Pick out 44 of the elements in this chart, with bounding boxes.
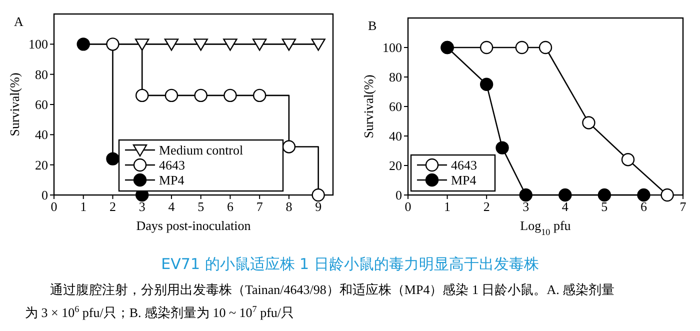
- x-tick-label: 8: [286, 199, 292, 214]
- x-tick-label: 2: [483, 199, 490, 214]
- x-tick-label: 1: [80, 199, 87, 214]
- legend-label: 4643: [451, 158, 477, 172]
- x-tick-label: 0: [404, 199, 412, 214]
- text: EV71 的小鼠适应株 1 日龄小鼠的毒力明显高于出发毒株: [161, 255, 539, 273]
- x-tick-label: 0: [50, 199, 58, 214]
- x-tick-label: 4: [168, 199, 176, 214]
- legend-label: 4643: [159, 158, 185, 172]
- y-tick-label: 60: [35, 97, 48, 112]
- legend-label: MP4: [159, 172, 185, 188]
- x-tick-label: 2: [109, 199, 116, 214]
- y-tick-label: 80: [35, 66, 48, 82]
- x-tick-label: 1: [444, 199, 451, 214]
- y-tick-label: 100: [382, 40, 402, 55]
- legend-label: MP4: [451, 172, 477, 188]
- x-tick-label: 5: [601, 199, 608, 214]
- y-tick-label: 80: [389, 70, 402, 84]
- x-tick-label: 7: [680, 199, 687, 214]
- y-tick-label: 20: [35, 157, 48, 172]
- y-tick-label: 0: [396, 188, 402, 202]
- x-axis-title: Log$_{10}$ pfu: [520, 218, 572, 237]
- y-axis-title: Survival(%): [361, 74, 376, 138]
- y-tick-label: 40: [35, 127, 48, 142]
- x-tick-label: 5: [198, 199, 204, 214]
- x-tick-label: 9: [315, 199, 322, 214]
- chart-title: B: [368, 18, 377, 33]
- x-tick-label: 4: [562, 199, 569, 214]
- x-tick-label: 6: [226, 199, 234, 214]
- x-tick-label: 7: [256, 199, 264, 214]
- y-tick-label: 0: [42, 188, 48, 202]
- y-axis-title: Survival(%): [7, 72, 22, 136]
- legend-label: Medium control: [159, 142, 244, 158]
- y-tick-label: 40: [389, 128, 402, 144]
- chart-title: A: [14, 14, 24, 29]
- x-axis-title: Days post-inoculation: [136, 218, 252, 233]
- y-tick-label: 100: [28, 36, 48, 52]
- x-tick-label: 3: [138, 199, 146, 214]
- text: 通过腹腔注射，分别用出发毒株（Tainan/4643/98）和适应株（MP4）感染 1 日龄小鼠。A. 感染剂量: [50, 282, 615, 297]
- y-tick-label: 60: [389, 99, 402, 114]
- x-tick-label: 3: [522, 199, 530, 214]
- y-tick-label: 20: [389, 158, 402, 173]
- text: 为 3 × 10$^{6}$ pfu/只；B. 感染剂量为 10 ~ 10$^{7}$ pfu/只: [25, 304, 294, 320]
- x-tick-label: 6: [640, 199, 648, 214]
